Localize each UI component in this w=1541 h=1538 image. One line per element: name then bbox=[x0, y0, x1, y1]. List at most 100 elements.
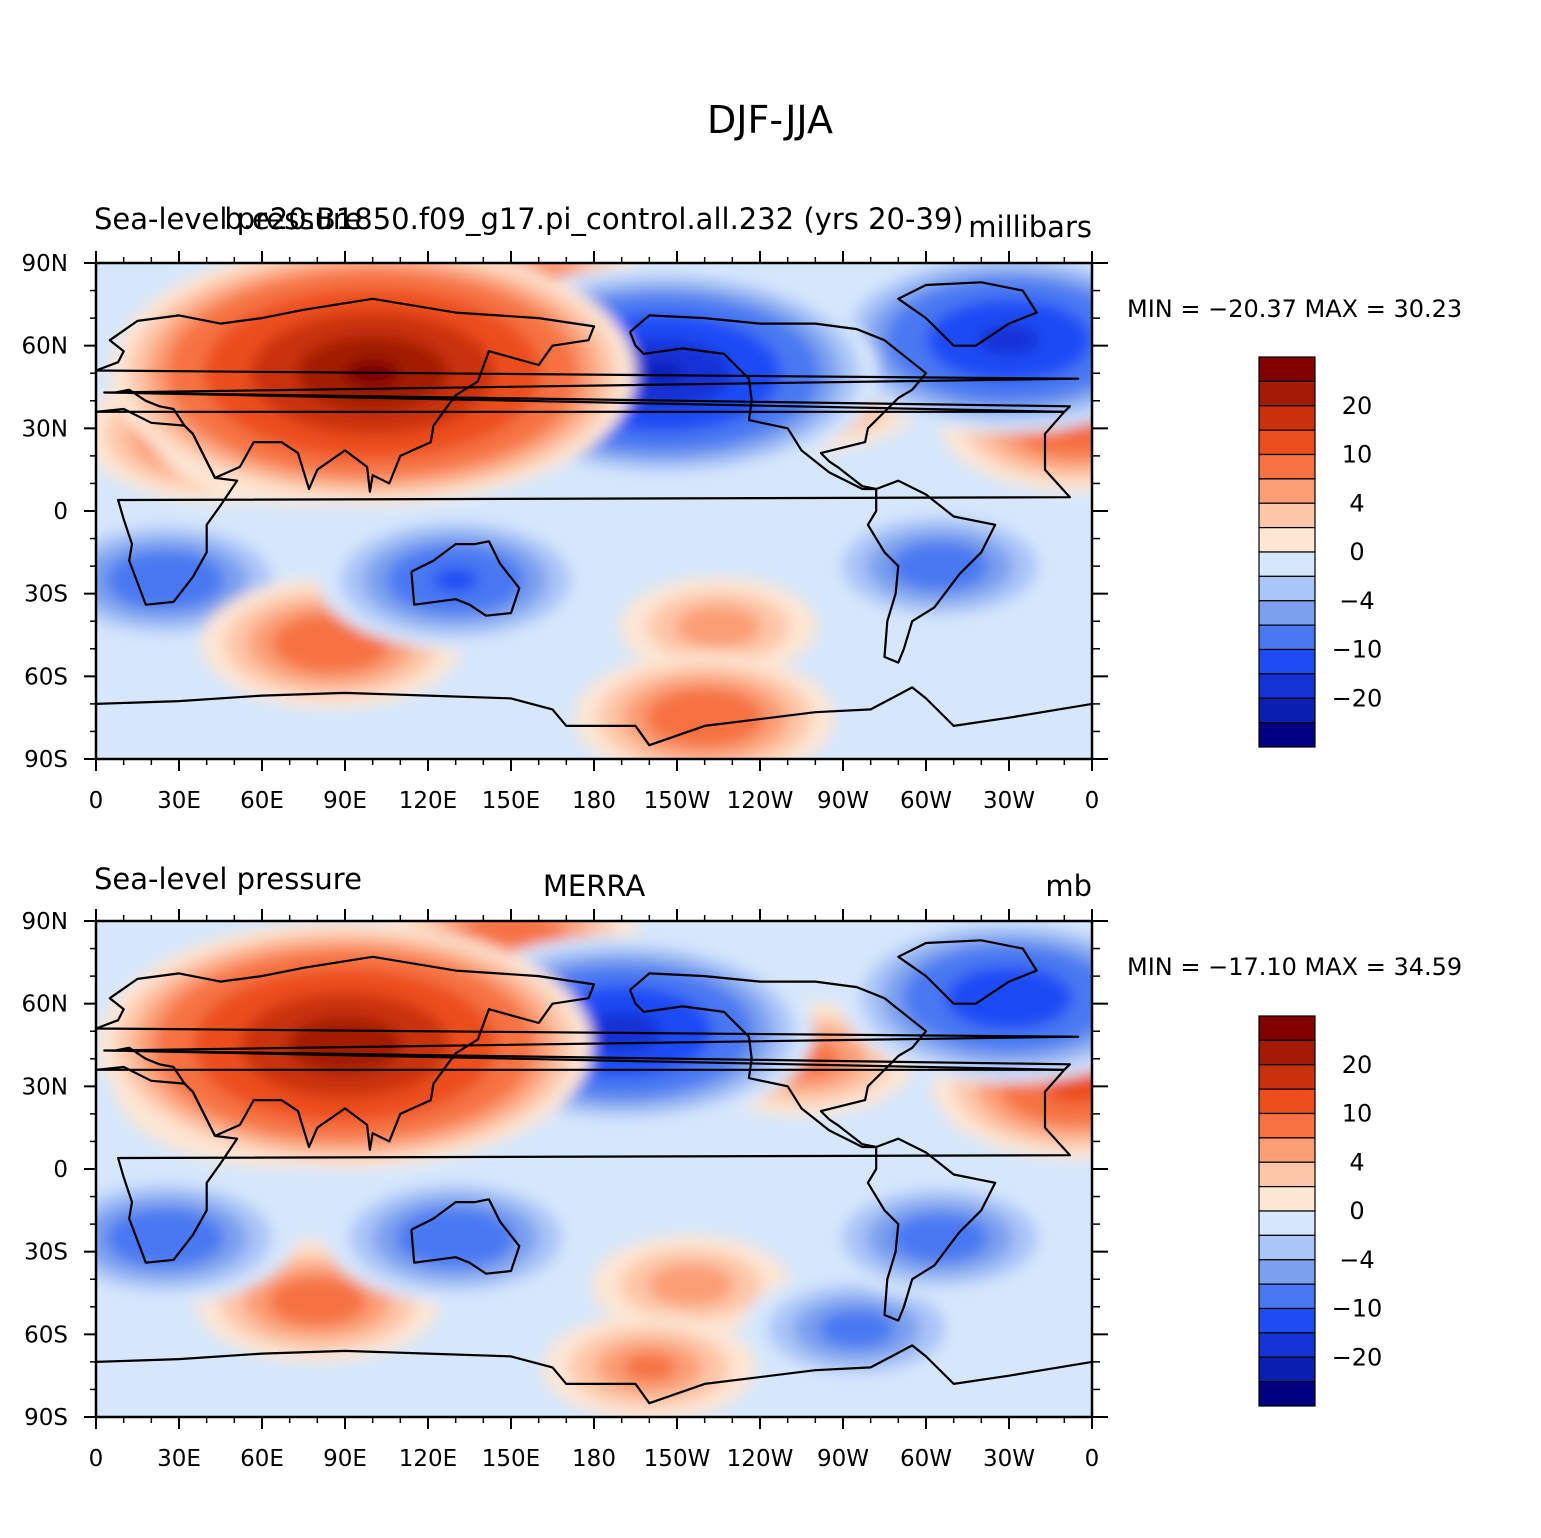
pressure-anomaly bbox=[542, 1314, 757, 1417]
y-tick-label: 90S bbox=[24, 747, 68, 773]
axes: 0 30E 60E 90E 120E 150E 180 150W 120W 90W 60W 30W 09… bbox=[22, 251, 1108, 814]
coastline bbox=[628, 314, 928, 491]
coastlines bbox=[96, 939, 1092, 1405]
colorbar-label: 0 bbox=[1349, 1197, 1364, 1225]
colorbar-swatch bbox=[1258, 697, 1316, 724]
x-tick-label: 30E bbox=[157, 788, 201, 814]
y-tick-label: 30N bbox=[22, 1074, 68, 1100]
colorbar-swatch bbox=[1258, 1381, 1316, 1407]
colorbar-swatch bbox=[1258, 1332, 1316, 1358]
colorbar-swatch bbox=[1258, 1356, 1316, 1383]
colorbar-label: −10 bbox=[1332, 1295, 1383, 1323]
colorbar-swatch bbox=[1258, 600, 1316, 626]
coastline bbox=[866, 479, 997, 664]
coastline bbox=[410, 1198, 521, 1275]
colorbar-label: 20 bbox=[1342, 392, 1373, 420]
y-tick-label: 60S bbox=[24, 664, 68, 690]
colorbar-label: 4 bbox=[1349, 1148, 1364, 1176]
colorbar-swatch bbox=[1258, 1259, 1316, 1285]
colorbar-swatch bbox=[1258, 405, 1316, 431]
colorbar-swatch bbox=[1258, 648, 1316, 675]
x-tick-label: 30W bbox=[983, 788, 1035, 814]
pressure-anomaly bbox=[742, 1271, 972, 1387]
colorbar-swatch bbox=[1258, 1283, 1316, 1310]
x-tick-label: 150E bbox=[482, 788, 540, 814]
x-tick-label: 60E bbox=[240, 788, 284, 814]
x-tick-label: 90E bbox=[323, 1446, 367, 1472]
colorbar-swatch bbox=[1258, 527, 1316, 553]
axes: 0 30E 60E 90E 120E 150E 180 150W 120W 90W 60W 30W 09… bbox=[22, 909, 1108, 1472]
panel-units: millibars bbox=[968, 210, 1092, 244]
x-tick-label: 60W bbox=[900, 788, 952, 814]
colorbar-label: 20 bbox=[1342, 1051, 1373, 1079]
colorbar-swatch bbox=[1258, 1186, 1316, 1212]
pressure-anomaly bbox=[817, 504, 1063, 628]
coastline bbox=[96, 407, 1071, 606]
colorbar-swatch bbox=[1258, 502, 1316, 529]
colorbar-swatch bbox=[1258, 356, 1316, 382]
pressure-anomaly bbox=[591, 1235, 790, 1335]
colorbar-label: 10 bbox=[1342, 1100, 1373, 1128]
min-max-stats: MIN = −17.10 MAX = 34.59 bbox=[1127, 953, 1462, 981]
colorbar-swatch bbox=[1258, 1015, 1316, 1041]
coastline bbox=[96, 1065, 1071, 1264]
colorbar-label: −20 bbox=[1332, 1343, 1383, 1371]
y-tick-label: 30S bbox=[24, 582, 68, 608]
colorbar-swatch bbox=[1258, 722, 1316, 748]
x-tick-label: 0 bbox=[1085, 788, 1100, 814]
y-tick-label: 90N bbox=[22, 909, 68, 935]
panel-units: mb bbox=[1045, 869, 1092, 903]
colorbar: 20 10 4 0 −4 −10 −20 bbox=[1258, 356, 1383, 748]
colorbar-label: −20 bbox=[1332, 684, 1383, 712]
coastline bbox=[897, 939, 1038, 1005]
x-tick-label: 90W bbox=[817, 1446, 869, 1472]
panel-center-title: b.e20.B1850.f09_g17.pi_control.all.232 (… bbox=[224, 202, 963, 236]
colorbar-swatch bbox=[1258, 1210, 1316, 1236]
colorbar-swatch bbox=[1258, 478, 1316, 504]
x-tick-label: 120E bbox=[399, 1446, 457, 1472]
figure-title: DJF-JJA bbox=[707, 98, 833, 142]
pressure-anomaly bbox=[839, 921, 1092, 1083]
pressure-anomaly bbox=[325, 1172, 586, 1303]
y-tick-label: 60N bbox=[22, 992, 68, 1018]
panel-merra: Sea-level pressure MERRA mb 0 30E 60E 90E 12… bbox=[22, 862, 1463, 1472]
x-tick-label: 120E bbox=[399, 788, 457, 814]
panel-left-title: Sea-level pressure bbox=[94, 202, 362, 236]
x-tick-label: 150W bbox=[644, 1446, 711, 1472]
coastline bbox=[96, 955, 1080, 1151]
colorbar-swatch bbox=[1258, 1234, 1316, 1261]
x-tick-label: 0 bbox=[89, 1446, 104, 1472]
coastlines bbox=[96, 281, 1092, 747]
x-tick-label: 90E bbox=[323, 788, 367, 814]
y-tick-label: 60N bbox=[22, 334, 68, 360]
y-tick-label: 60S bbox=[24, 1322, 68, 1348]
colorbar-swatch bbox=[1258, 551, 1316, 577]
colorbar-swatch bbox=[1258, 429, 1316, 456]
x-tick-label: 0 bbox=[89, 788, 104, 814]
x-tick-label: 120W bbox=[727, 1446, 794, 1472]
colorbar-label: 10 bbox=[1342, 441, 1373, 469]
colorbar-label: −4 bbox=[1339, 1246, 1374, 1274]
colorbar-label: −10 bbox=[1332, 636, 1383, 664]
colorbar: 20 10 4 0 −4 −10 −20 bbox=[1258, 1015, 1383, 1407]
colorbar-swatch bbox=[1258, 453, 1316, 480]
coastline bbox=[96, 686, 1092, 747]
x-tick-label: 90W bbox=[817, 788, 869, 814]
coastline bbox=[866, 1137, 997, 1322]
panel-model: Sea-level pressure b.e20.B1850.f09_g17.p… bbox=[22, 202, 1463, 814]
min-max-stats: MIN = −20.37 MAX = 30.23 bbox=[1127, 295, 1462, 323]
y-tick-label: 90N bbox=[22, 251, 68, 277]
colorbar-label: −4 bbox=[1339, 587, 1374, 615]
x-tick-label: 0 bbox=[1085, 1446, 1100, 1472]
pressure-anomaly bbox=[97, 921, 593, 1169]
colorbar-label: 4 bbox=[1349, 489, 1364, 517]
colorbar-swatch bbox=[1258, 1039, 1316, 1066]
x-tick-label: 60E bbox=[240, 1446, 284, 1472]
coastline bbox=[96, 297, 1080, 493]
x-tick-label: 60W bbox=[900, 1446, 952, 1472]
y-tick-label: 90S bbox=[24, 1405, 68, 1431]
pressure-anomaly bbox=[96, 1172, 296, 1303]
colorbar-swatch bbox=[1258, 380, 1316, 407]
coastline bbox=[96, 1344, 1092, 1405]
